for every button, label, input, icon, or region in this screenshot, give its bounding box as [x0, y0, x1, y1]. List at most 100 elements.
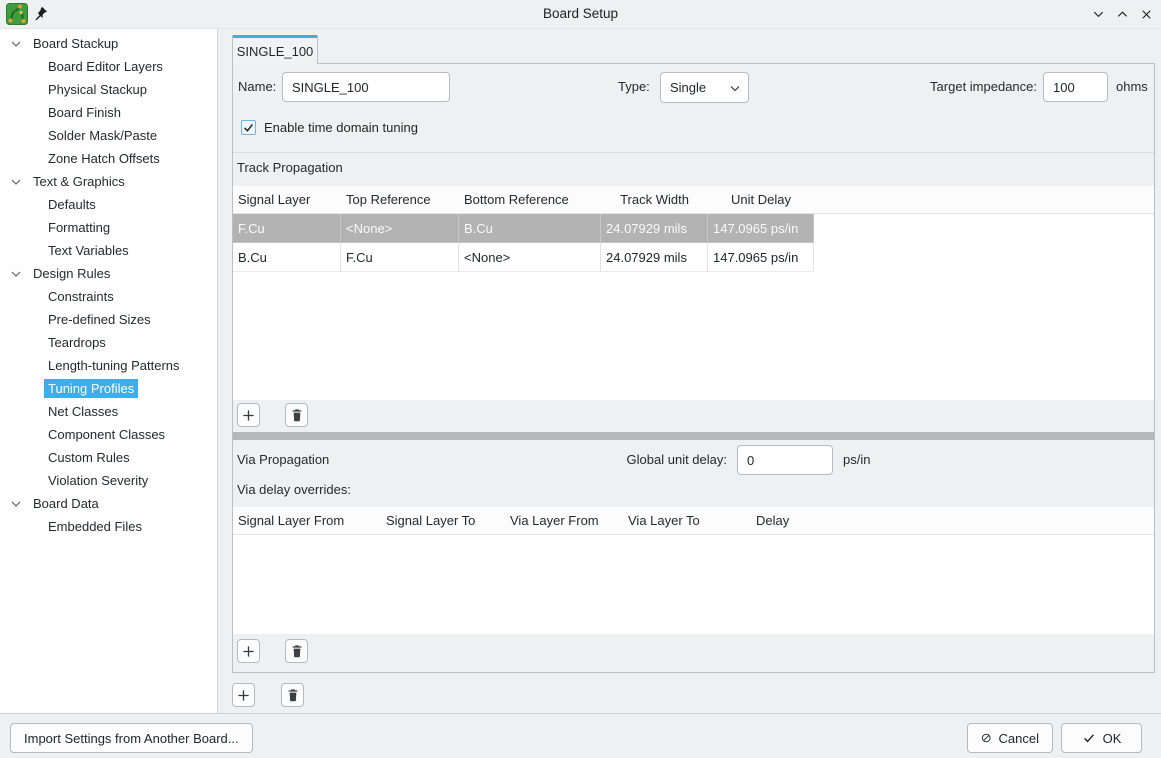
- sidebar-item-constraints[interactable]: Constraints: [48, 289, 114, 304]
- sidebar-item-length-tuning-patterns[interactable]: Length-tuning Patterns: [48, 358, 180, 373]
- via-delay-overrides-label: Via delay overrides:: [237, 482, 351, 497]
- column-header: Signal Layer: [238, 192, 311, 207]
- sidebar-item-formatting[interactable]: Formatting: [48, 220, 111, 235]
- sidebar-item-board-stackup[interactable]: Board Stackup: [0, 32, 217, 55]
- delete-via-override-button[interactable]: [285, 639, 308, 663]
- sidebar-item-teardrops[interactable]: Teardrops: [48, 335, 106, 350]
- track-width-cell[interactable]: 24.07929 mils: [601, 243, 708, 272]
- sidebar-item-custom-rules[interactable]: Custom Rules: [48, 450, 130, 465]
- sidebar-item-net-classes[interactable]: Net Classes: [48, 404, 119, 419]
- import-settings-label: Import Settings from Another Board...: [24, 730, 239, 746]
- import-settings-button[interactable]: Import Settings from Another Board...: [10, 723, 253, 753]
- table-header-row: Signal Layer From Signal Layer To Via La…: [233, 507, 1154, 535]
- column-header: Signal Layer From: [238, 513, 345, 528]
- type-label: Type:: [618, 79, 650, 94]
- plus-icon: [243, 409, 254, 421]
- sidebar-item-design-rules[interactable]: Design Rules: [0, 262, 217, 285]
- table-header-row: Signal Layer Top Reference Bottom Refere…: [233, 186, 1154, 214]
- delete-track-row-button[interactable]: [285, 403, 308, 427]
- sidebar-item-tuning-profiles[interactable]: Tuning Profiles: [0, 377, 217, 400]
- window-title: Board Setup: [542, 6, 619, 21]
- checkbox-checked-icon: [241, 119, 256, 135]
- splitter-sash[interactable]: [233, 432, 1154, 440]
- table-row[interactable]: B.Cu F.Cu <None> 24.07929 mils 147.0965 …: [233, 243, 1154, 272]
- target-impedance-label: Target impedance:: [930, 79, 1037, 94]
- check-icon: [1083, 734, 1094, 743]
- column-header: Bottom Reference: [464, 192, 569, 207]
- via-propagation-title: Via Propagation: [237, 452, 330, 467]
- trash-icon: [292, 409, 301, 422]
- tab-single-100[interactable]: SINGLE_100: [232, 35, 318, 64]
- type-select-value: Single: [670, 80, 707, 95]
- column-header: Unit Delay: [731, 192, 791, 207]
- enable-time-domain-tuning-checkbox[interactable]: Enable time domain tuning: [241, 118, 418, 136]
- sidebar-item-board-data[interactable]: Board Data: [0, 492, 217, 515]
- add-profile-button[interactable]: [232, 683, 255, 707]
- signal-layer-cell[interactable]: B.Cu: [233, 243, 341, 272]
- cancel-label: Cancel: [998, 730, 1039, 746]
- sidebar-item-board-editor-layers[interactable]: Board Editor Layers: [48, 59, 163, 74]
- add-via-override-button[interactable]: [237, 639, 260, 663]
- chevron-down-icon[interactable]: [10, 176, 22, 188]
- unit-delay-cell[interactable]: 147.0965 ps/in: [708, 214, 814, 243]
- track-propagation-title: Track Propagation: [237, 160, 343, 175]
- chevron-down-icon[interactable]: [10, 268, 22, 280]
- sidebar-item-component-classes[interactable]: Component Classes: [48, 427, 166, 442]
- global-unit-delay-label: Global unit delay:: [626, 452, 727, 467]
- sidebar-item-text-graphics[interactable]: Text & Graphics: [0, 170, 217, 193]
- bottom-reference-cell[interactable]: <None>: [459, 243, 601, 272]
- sidebar-item-defaults[interactable]: Defaults: [48, 197, 96, 212]
- sidebar-item-text-variables[interactable]: Text Variables: [48, 243, 129, 258]
- sidebar-item-violation-severity[interactable]: Violation Severity: [48, 473, 149, 488]
- pin-icon[interactable]: [33, 6, 48, 21]
- chevron-down-icon: [1093, 11, 1104, 18]
- signal-layer-cell[interactable]: F.Cu: [233, 214, 341, 243]
- settings-tree-sidebar: Board Stackup Board Editor Layers Physic…: [0, 29, 218, 713]
- close-button[interactable]: [1139, 7, 1154, 22]
- column-header: Track Width: [620, 192, 689, 207]
- trash-icon: [288, 689, 297, 702]
- impedance-unit-label: ohms: [1116, 79, 1148, 94]
- add-track-row-button[interactable]: [237, 403, 260, 427]
- plus-icon: [238, 689, 249, 701]
- tab-label: SINGLE_100: [236, 43, 314, 59]
- table-row[interactable]: F.Cu <None> B.Cu 24.07929 mils 147.0965 …: [233, 214, 1154, 243]
- top-reference-cell[interactable]: F.Cu: [341, 243, 459, 272]
- dialog-footer: Import Settings from Another Board... Ca…: [0, 713, 1161, 758]
- track-width-cell[interactable]: 24.07929 mils: [601, 214, 708, 243]
- checkbox-label: Enable time domain tuning: [264, 119, 418, 135]
- type-select[interactable]: Single: [660, 72, 749, 103]
- name-label: Name:: [238, 79, 277, 94]
- selected-item-highlight: Tuning Profiles: [44, 379, 139, 398]
- title-bar: Board Setup: [0, 0, 1161, 29]
- cancel-icon: [981, 733, 991, 743]
- name-input[interactable]: [282, 72, 450, 102]
- pcbnew-app-icon: [6, 3, 28, 25]
- column-header: Signal Layer To: [386, 513, 476, 528]
- chevron-down-icon[interactable]: [10, 498, 22, 510]
- sidebar-item-pre-defined-sizes[interactable]: Pre-defined Sizes: [48, 312, 151, 327]
- delete-profile-button[interactable]: [281, 683, 304, 707]
- unit-delay-cell[interactable]: 147.0965 ps/in: [708, 243, 814, 272]
- plus-icon: [243, 645, 254, 657]
- sidebar-item-zone-hatch-offsets[interactable]: Zone Hatch Offsets: [48, 151, 160, 166]
- target-impedance-input[interactable]: [1043, 72, 1108, 102]
- bottom-reference-cell[interactable]: B.Cu: [459, 214, 601, 243]
- sidebar-item-solder-mask-paste[interactable]: Solder Mask/Paste: [48, 128, 158, 143]
- maximize-button[interactable]: [1115, 7, 1130, 22]
- ok-button[interactable]: OK: [1061, 723, 1142, 753]
- top-reference-cell[interactable]: <None>: [341, 214, 459, 243]
- profile-tabs-toolbar: [232, 683, 304, 707]
- via-overrides-table: Signal Layer From Signal Layer To Via La…: [233, 507, 1154, 634]
- trash-icon: [292, 645, 301, 658]
- global-unit-delay-unit: ps/in: [843, 452, 871, 467]
- ok-label: OK: [1102, 730, 1122, 746]
- sidebar-item-board-finish[interactable]: Board Finish: [48, 105, 121, 120]
- sidebar-item-embedded-files[interactable]: Embedded Files: [48, 519, 142, 534]
- via-table-toolbar: [237, 639, 308, 663]
- cancel-button[interactable]: Cancel: [967, 723, 1053, 753]
- global-unit-delay-input[interactable]: [737, 445, 833, 475]
- sidebar-item-physical-stackup[interactable]: Physical Stackup: [48, 82, 147, 97]
- minimize-button[interactable]: [1091, 7, 1106, 22]
- chevron-down-icon[interactable]: [10, 38, 22, 50]
